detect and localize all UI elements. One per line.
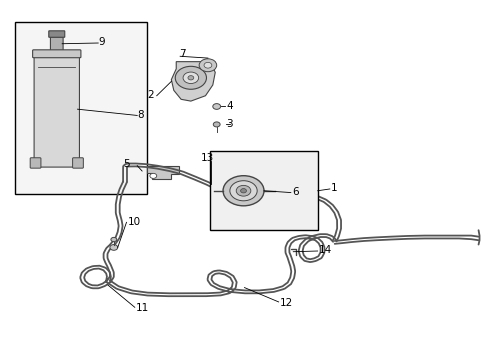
Circle shape — [199, 59, 216, 72]
FancyBboxPatch shape — [49, 31, 64, 37]
Text: 12: 12 — [279, 298, 292, 308]
Text: 13: 13 — [201, 153, 214, 163]
Bar — [15, 22, 147, 194]
Text: 4: 4 — [225, 102, 232, 112]
Circle shape — [150, 174, 157, 179]
Text: 11: 11 — [136, 303, 149, 314]
Text: 6: 6 — [291, 187, 298, 197]
Polygon shape — [147, 166, 178, 179]
FancyBboxPatch shape — [73, 158, 83, 168]
Text: 2: 2 — [147, 90, 154, 100]
Text: 3: 3 — [225, 120, 232, 129]
Circle shape — [212, 104, 220, 109]
Circle shape — [110, 244, 118, 250]
Bar — [210, 151, 317, 230]
Circle shape — [111, 237, 117, 242]
Text: 1: 1 — [330, 183, 337, 193]
FancyBboxPatch shape — [33, 50, 81, 58]
FancyBboxPatch shape — [50, 37, 63, 53]
Circle shape — [187, 76, 193, 80]
Polygon shape — [171, 62, 215, 101]
FancyBboxPatch shape — [34, 55, 79, 167]
FancyBboxPatch shape — [30, 158, 41, 168]
Text: 10: 10 — [127, 217, 141, 226]
Circle shape — [236, 185, 250, 196]
Text: 5: 5 — [123, 159, 130, 169]
Circle shape — [203, 62, 211, 68]
Text: 9: 9 — [98, 37, 104, 47]
Circle shape — [213, 122, 220, 127]
Text: 7: 7 — [178, 49, 185, 59]
Circle shape — [183, 72, 198, 84]
Text: 14: 14 — [318, 245, 331, 255]
Text: 8: 8 — [137, 110, 143, 120]
Circle shape — [175, 66, 206, 89]
Circle shape — [240, 189, 246, 193]
Circle shape — [223, 176, 264, 206]
Circle shape — [229, 181, 257, 201]
